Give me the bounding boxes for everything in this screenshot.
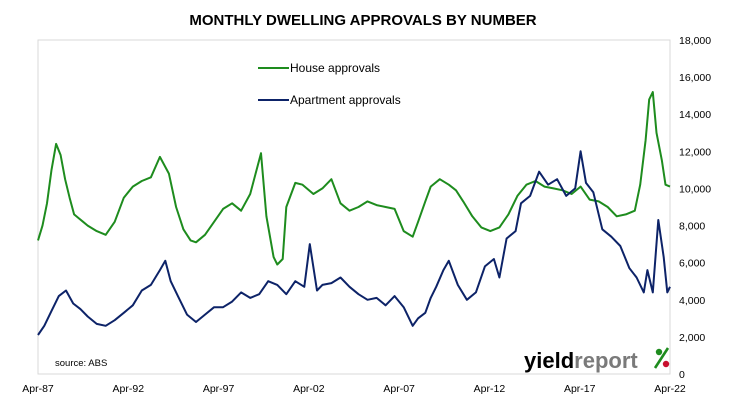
y-tick-label: 2,000: [679, 332, 705, 344]
y-tick-label: 18,000: [679, 35, 711, 47]
x-tick-label: Apr-92: [113, 383, 145, 395]
x-tick-label: Apr-07: [383, 383, 415, 395]
apartment-approvals-line: [37, 150, 671, 336]
x-tick-label: Apr-17: [564, 383, 596, 395]
y-tick-label: 16,000: [679, 72, 711, 84]
y-tick-label: 0: [679, 369, 685, 381]
x-tick-label: Apr-02: [293, 383, 325, 395]
x-tick-label: Apr-22: [654, 383, 686, 395]
x-axis: Apr-87 Apr-92 Apr-97 Apr-02 Apr-07 Apr-12 Apr-…: [22, 383, 686, 395]
source-label: source: ABS: [55, 358, 107, 369]
y-axis: 0 2,000 4,000 6,000 8,000 10,000 12,000 14,000 1…: [679, 35, 711, 381]
brand-word-report: report: [574, 348, 638, 373]
house-approvals-line: [37, 91, 671, 266]
y-tick-label: 6,000: [679, 258, 705, 270]
x-tick-label: Apr-87: [22, 383, 54, 395]
brand-word-yield: yield: [524, 348, 574, 373]
chart-title: MONTHLY DWELLING APPROVALS BY NUMBER: [189, 12, 536, 29]
svg-text:yieldreport: yieldreport: [524, 348, 638, 373]
legend: House approvals Apartment approvals: [258, 61, 401, 107]
y-tick-label: 8,000: [679, 221, 705, 233]
x-tick-label: Apr-97: [203, 383, 235, 395]
percent-icon: [653, 347, 670, 369]
plot-area: [37, 39, 671, 375]
x-tick-label: Apr-12: [474, 383, 506, 395]
legend-label-house: House approvals: [290, 61, 380, 75]
y-tick-label: 10,000: [679, 183, 711, 195]
y-tick-label: 14,000: [679, 109, 711, 121]
y-tick-label: 12,000: [679, 146, 711, 158]
y-tick-label: 4,000: [679, 295, 705, 307]
legend-label-apartment: Apartment approvals: [290, 93, 401, 107]
brand-logo: yieldreport: [524, 347, 670, 373]
series-lines: [37, 91, 671, 336]
